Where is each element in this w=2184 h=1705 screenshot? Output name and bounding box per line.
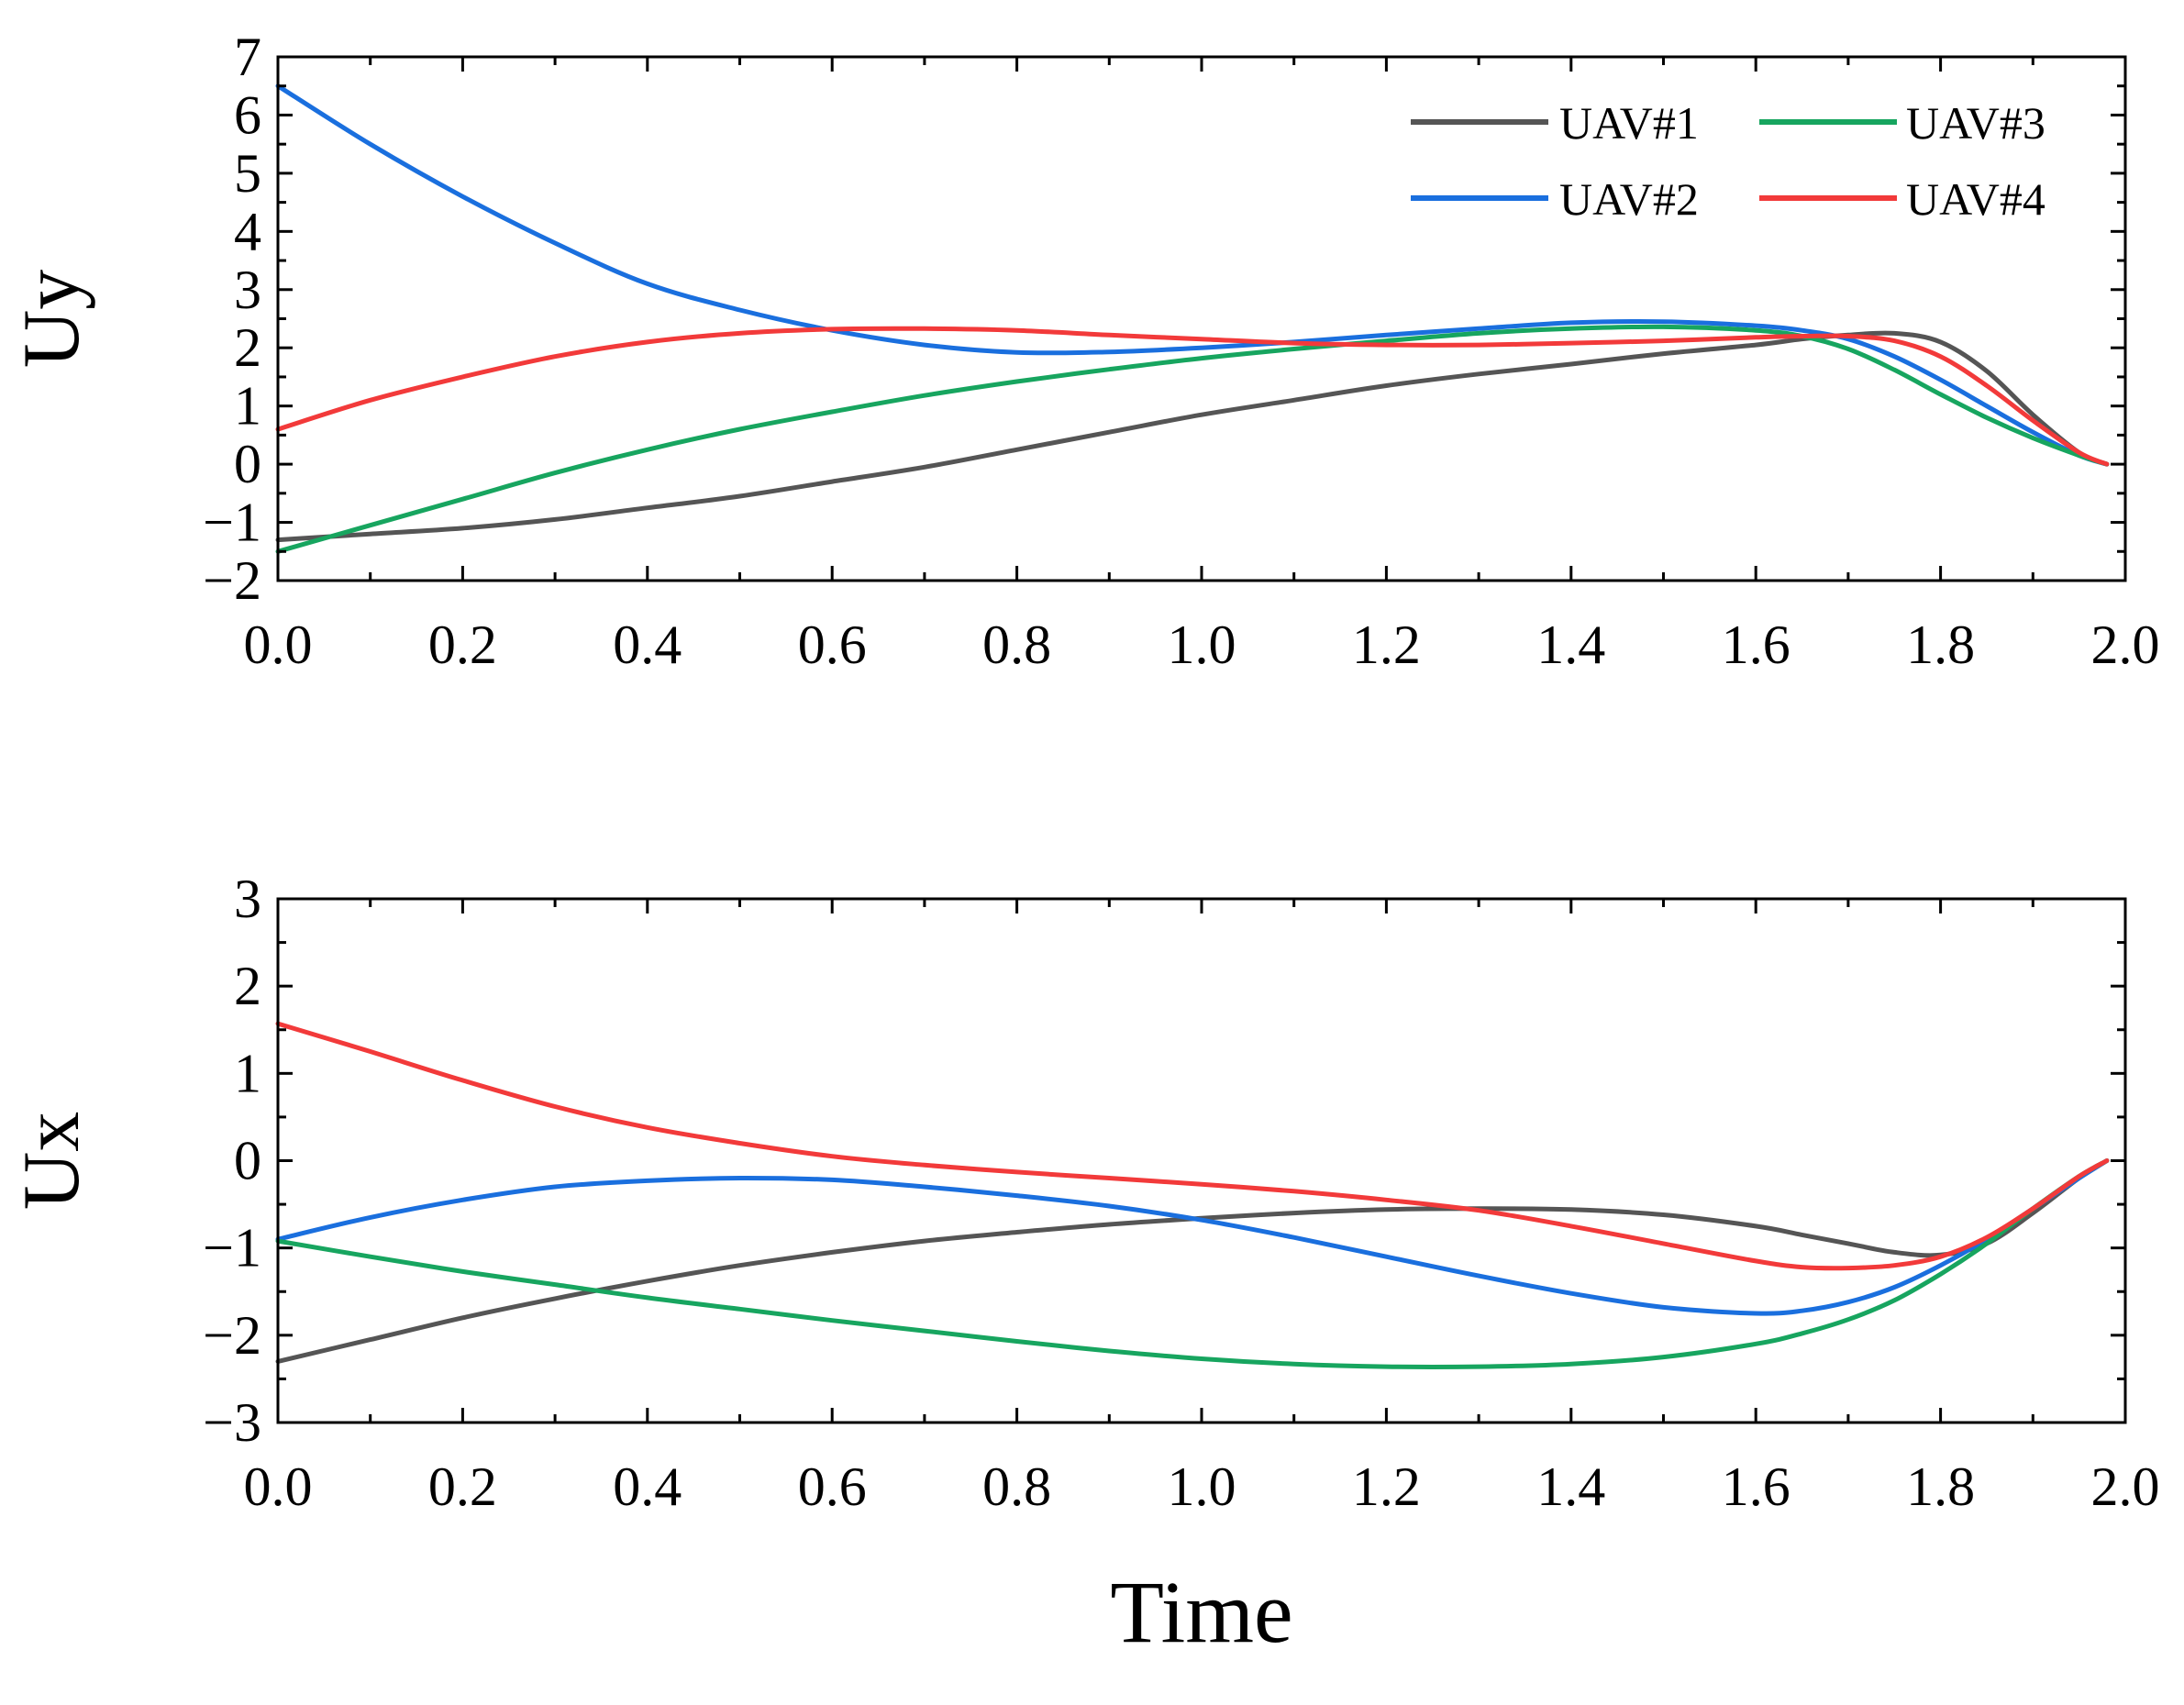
uy-y-tick-label: 2: [234, 317, 261, 378]
legend-label-uav3: UAV#3: [1906, 97, 2045, 149]
ux-series-uav4: [275, 1021, 2110, 1271]
uy-series-uav2: [275, 83, 2110, 467]
legend-label-uav1: UAV#1: [1559, 97, 1699, 149]
ux-x-tick-label: 1.2: [1352, 1456, 1421, 1517]
ux-y-axis: −3 −2 −1 0 1 2 3: [203, 869, 2125, 1453]
ux-x-axis: 0.0 0.2 0.4 0.6 0.8 1.0 1.2 1.4 1.6 1.8 2.0: [244, 899, 2160, 1517]
ux-series-group: [275, 1021, 2110, 1369]
uy-x-tick-label: 0.0: [244, 614, 313, 675]
uy-x-tick-label: 0.2: [428, 614, 497, 675]
uy-x-tick-label: 1.8: [1906, 614, 1975, 675]
ux-y-tick-label: 1: [234, 1043, 261, 1103]
legend-label-uav4: UAV#4: [1906, 173, 2045, 225]
ux-y-tick-label: −1: [203, 1218, 261, 1279]
uy-y-tick-label: 5: [234, 143, 261, 204]
uy-x-tick-label: 1.6: [1722, 614, 1790, 675]
uy-y-tick-label: 4: [234, 201, 261, 261]
ux-axis-label: Ux: [7, 1112, 96, 1211]
uy-axis-label: Uy: [7, 270, 96, 369]
uy-series-uav1: [275, 330, 2110, 543]
uy-y-tick-label: −1: [203, 493, 261, 553]
ux-x-tick-label: 1.0: [1168, 1456, 1236, 1517]
uy-panel: 0.0 0.2 0.4 0.6 0.8 1.0 1.2 1.4 1.6 1.8 2.0 −2−101…: [7, 27, 2160, 675]
uy-series-uav4: [275, 326, 2110, 467]
uy-x-tick-label: 0.4: [613, 614, 682, 675]
ux-y-tick-label: 3: [234, 869, 261, 929]
ux-x-tick-label: 0.0: [244, 1456, 313, 1517]
ux-x-tick-label: 0.4: [613, 1456, 682, 1517]
legend: UAV#1 UAV#2 UAV#3 UAV#4: [1411, 97, 2045, 225]
ux-y-tick-label: −3: [203, 1392, 261, 1453]
uy-x-tick-label: 2.0: [2091, 614, 2160, 675]
uy-x-tick-label: 1.4: [1536, 614, 1605, 675]
ux-x-tick-label: 1.4: [1536, 1456, 1605, 1517]
ux-x-tick-label: 0.8: [982, 1456, 1051, 1517]
uy-x-tick-label: 1.0: [1168, 614, 1236, 675]
ux-y-tick-label: −2: [203, 1305, 261, 1366]
uy-y-tick-label: 6: [234, 84, 261, 145]
ux-x-tick-label: 1.6: [1722, 1456, 1790, 1517]
uy-y-tick-label: 1: [234, 376, 261, 437]
uy-y-tick-label: −2: [203, 550, 261, 611]
ux-panel: 0.0 0.2 0.4 0.6 0.8 1.0 1.2 1.4 1.6 1.8 2.0 −3 −2 −1…: [7, 869, 2160, 1661]
uy-x-tick-label: 0.6: [798, 614, 867, 675]
ux-x-tick-label: 2.0: [2091, 1456, 2160, 1517]
ux-series-uav3: [275, 1158, 2110, 1369]
ux-series-uav1: [275, 1158, 2110, 1364]
uy-y-tick-label: 7: [234, 27, 261, 87]
ux-y-tick-label: 2: [234, 956, 261, 1016]
ux-plot-frame: [276, 897, 2127, 1424]
uy-x-axis: 0.0 0.2 0.4 0.6 0.8 1.0 1.2 1.4 1.6 1.8 2.0: [244, 57, 2160, 675]
uy-y-tick-label: 0: [234, 434, 261, 494]
ux-x-tick-label: 0.2: [428, 1456, 497, 1517]
uy-series-uav3: [275, 324, 2110, 554]
time-axis-label: Time: [1110, 1563, 1292, 1661]
uy-plot-frame: [276, 55, 2127, 582]
ux-y-tick-label: 0: [234, 1131, 261, 1191]
ux-series-uav2: [275, 1158, 2110, 1316]
ux-x-tick-label: 1.8: [1906, 1456, 1975, 1517]
uy-x-tick-label: 1.2: [1352, 614, 1421, 675]
legend-label-uav2: UAV#2: [1559, 173, 1699, 225]
uy-y-tick-label: 3: [234, 260, 261, 320]
ux-x-tick-label: 0.6: [798, 1456, 867, 1517]
uy-series-group: [275, 83, 2110, 554]
uy-x-tick-label: 0.8: [982, 614, 1051, 675]
